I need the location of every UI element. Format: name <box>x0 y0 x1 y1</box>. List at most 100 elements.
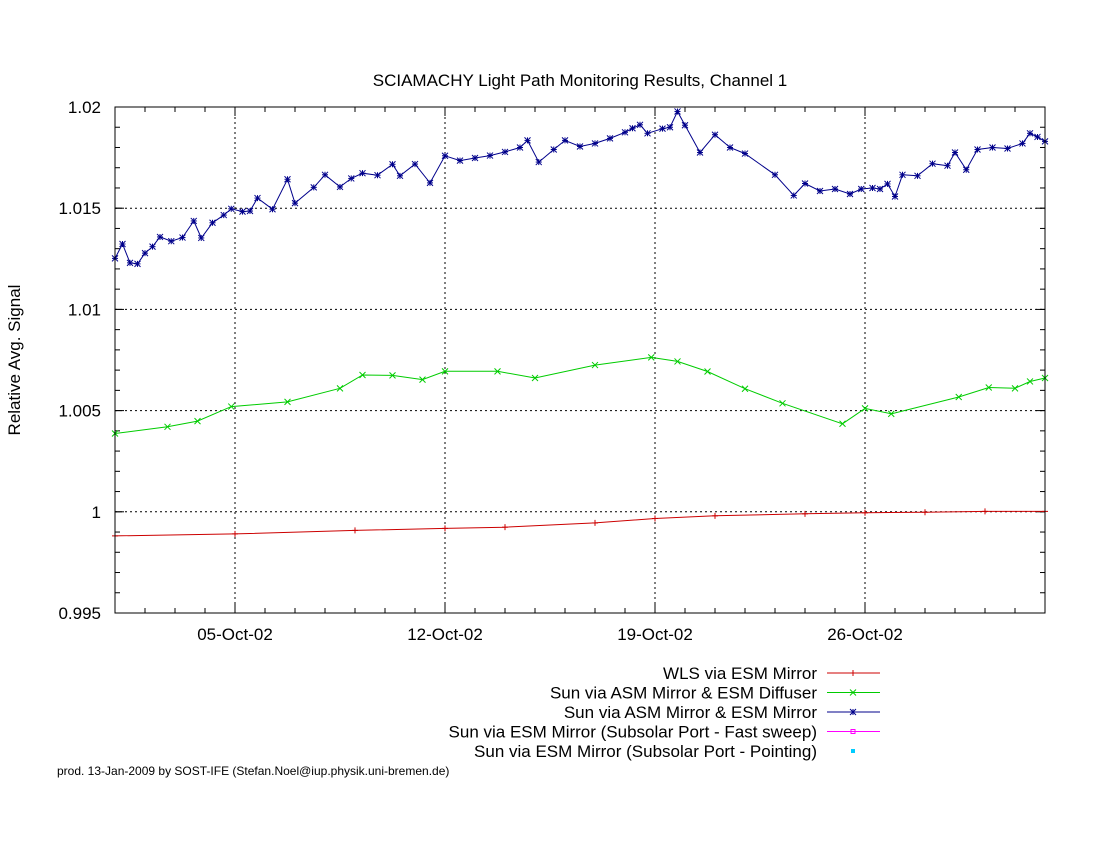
data-point <box>606 135 614 142</box>
data-point <box>254 194 261 202</box>
data-point <box>899 171 906 179</box>
legend-label: Sun via ASM Mirror & ESM Mirror <box>564 703 817 722</box>
data-point <box>374 171 381 179</box>
data-point <box>869 184 876 192</box>
data-point <box>119 240 126 248</box>
plot-frame <box>114 106 1046 614</box>
data-point <box>982 508 988 515</box>
legend-item: Sun via ESM Mirror (Subsolar Port - Poin… <box>474 742 855 761</box>
data-point <box>839 420 846 428</box>
data-point <box>1026 378 1034 385</box>
data-point <box>771 171 779 179</box>
legend-swatch-marker <box>850 670 856 676</box>
data-point <box>194 417 201 425</box>
data-point <box>944 162 951 170</box>
series-line <box>114 356 1046 434</box>
data-point <box>629 124 636 132</box>
data-point <box>741 385 749 393</box>
data-point <box>141 249 149 257</box>
data-point <box>179 234 186 241</box>
data-point <box>352 527 358 534</box>
data-point <box>704 368 711 375</box>
data-point <box>149 243 156 251</box>
data-point <box>359 169 366 177</box>
x-tick-label: 26-Oct-02 <box>827 625 903 644</box>
y-tick-labels: 0.995 1 1.005 1.01 1.015 1.02 <box>58 98 101 623</box>
data-point <box>591 361 599 369</box>
data-point <box>681 121 689 129</box>
data-point <box>336 183 344 191</box>
y-tick-label: 1.005 <box>58 402 101 421</box>
legend-label: Sun via ESM Mirror (Subsolar Port - Fast… <box>449 723 817 742</box>
data-point <box>411 160 419 168</box>
data-point <box>167 237 175 245</box>
data-point <box>456 157 464 164</box>
series-1 <box>111 354 1049 437</box>
data-point <box>831 185 839 193</box>
legend-label: WLS via ESM Mirror <box>663 664 817 683</box>
y-tick-label: 1 <box>92 503 101 522</box>
data-point <box>985 384 993 391</box>
data-point <box>666 123 674 131</box>
data-point <box>712 512 718 519</box>
data-point <box>347 175 355 182</box>
data-point <box>531 374 539 382</box>
data-point <box>502 524 508 531</box>
x-tick-label: 19-Oct-02 <box>617 625 693 644</box>
series-0 <box>112 508 1048 539</box>
data-point <box>220 211 228 219</box>
legend-swatch-marker <box>849 708 857 716</box>
data-point <box>442 525 448 532</box>
data-point <box>790 192 798 199</box>
data-point <box>164 423 171 431</box>
data-point <box>227 403 235 410</box>
data-point <box>801 180 809 187</box>
data-point <box>501 148 509 156</box>
y-tick-label: 1.015 <box>58 199 101 218</box>
x-tick-label: 12-Oct-02 <box>407 625 483 644</box>
data-point <box>291 199 299 207</box>
data-point <box>1004 145 1011 152</box>
data-point <box>441 367 449 375</box>
data-point <box>659 125 666 133</box>
data-point <box>284 398 291 406</box>
data-point <box>561 137 569 144</box>
legend-item: Sun via ASM Mirror & ESM Diffuser <box>550 684 880 703</box>
data-point <box>321 171 329 179</box>
legend-swatch-marker <box>850 729 856 734</box>
data-point <box>884 180 891 188</box>
data-point <box>336 384 344 392</box>
y-tick-label: 1.02 <box>68 98 101 117</box>
data-point <box>636 121 644 129</box>
series-2 <box>111 108 1049 268</box>
legend-item: Sun via ASM Mirror & ESM Mirror <box>564 703 880 722</box>
data-point <box>955 393 963 401</box>
data-point <box>441 152 449 160</box>
data-point <box>802 510 808 517</box>
y-tick-label: 1.01 <box>68 300 101 319</box>
data-point <box>696 149 704 156</box>
y-axis-label: Relative Avg. Signal <box>5 285 24 436</box>
data-point <box>876 185 884 193</box>
data-point <box>310 183 318 191</box>
data-point <box>576 143 584 150</box>
data-point <box>989 144 996 151</box>
data-point <box>592 519 598 526</box>
data-point <box>426 179 434 187</box>
data-point <box>126 259 134 267</box>
x-tick-label: 05-Oct-02 <box>197 625 273 644</box>
legend-swatch-marker <box>851 749 855 753</box>
data-point <box>857 185 865 193</box>
data-point <box>516 144 524 151</box>
data-point <box>486 152 494 159</box>
legend-item: Sun via ESM Mirror (Subsolar Port - Fast… <box>449 723 880 742</box>
data-point <box>1019 140 1026 147</box>
data-point <box>674 358 681 365</box>
data-point <box>419 376 426 383</box>
data-point <box>887 410 895 418</box>
data-point <box>190 217 198 225</box>
series-line <box>114 510 1045 537</box>
legend-item: WLS via ESM Mirror <box>663 664 880 683</box>
data-point <box>535 158 543 166</box>
